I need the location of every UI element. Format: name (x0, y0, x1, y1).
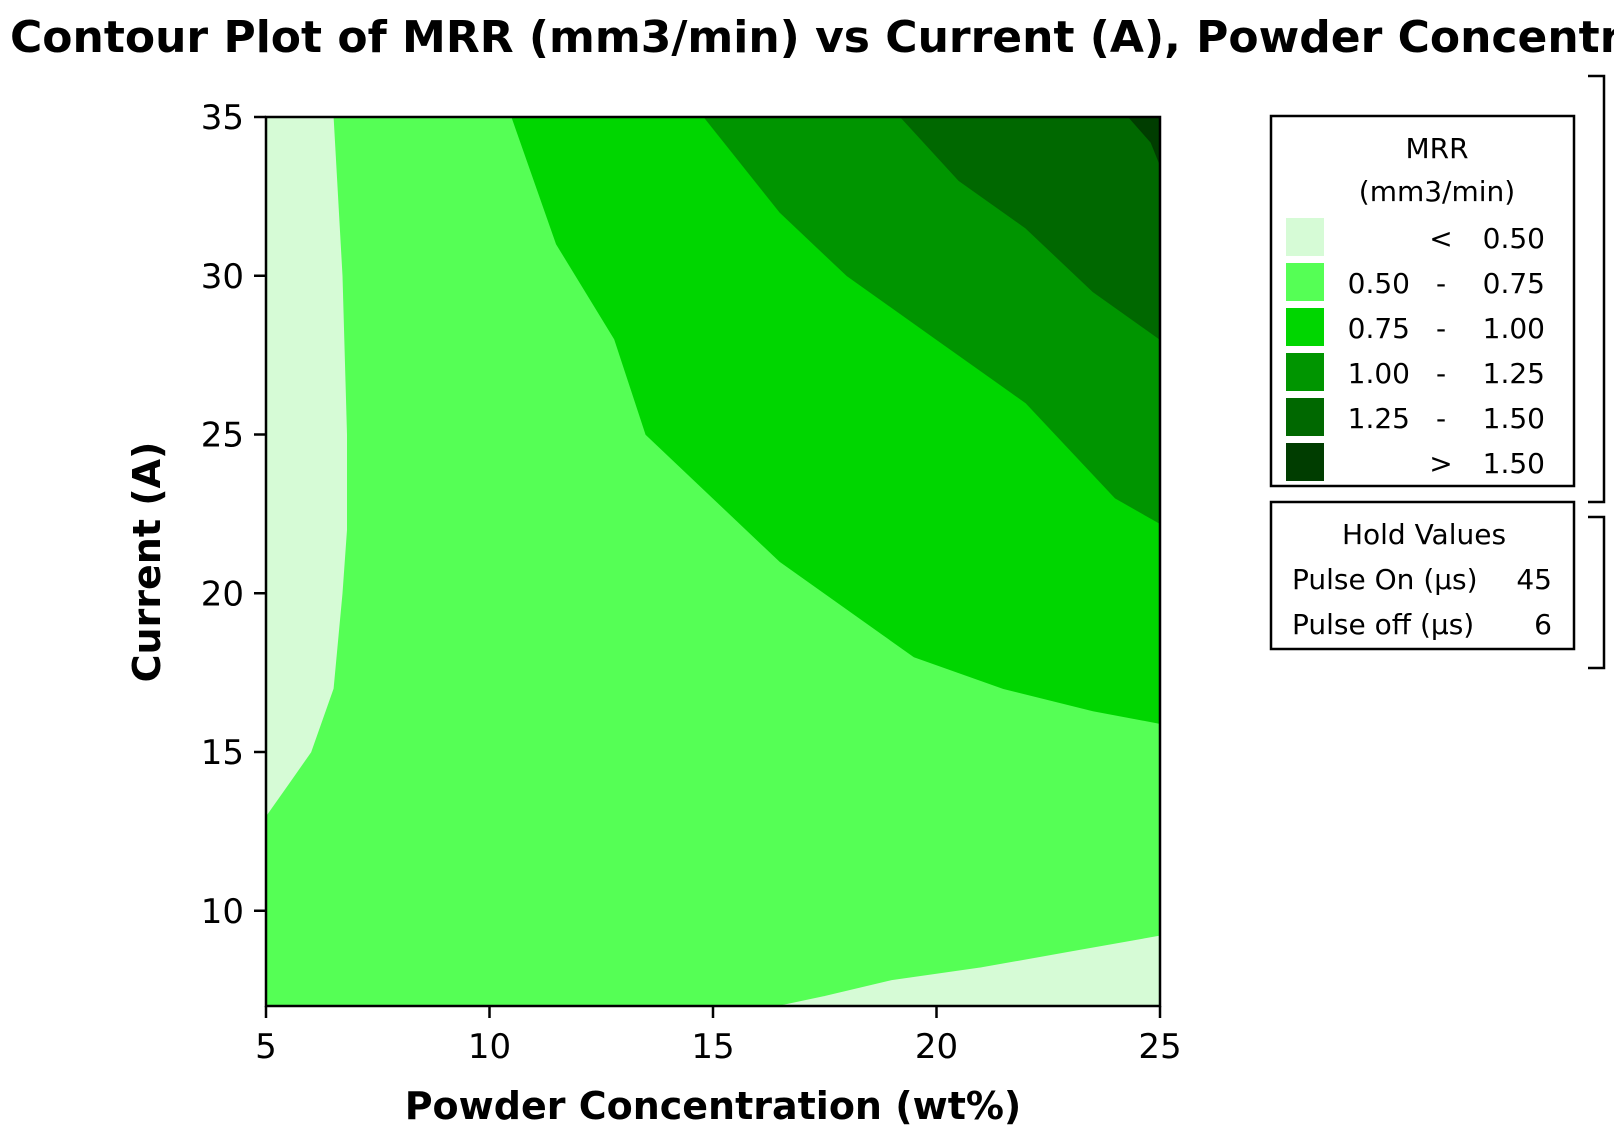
legend-swatch (1286, 398, 1324, 436)
hold-values-bracket (1588, 515, 1606, 670)
x-tick-label: 25 (1138, 1027, 1181, 1067)
hold-values-title: Hold Values (1342, 518, 1506, 551)
legend: MRR (mm3/min) <0.500.50-0.750.75-1.001.0… (1269, 74, 1606, 504)
legend-items: <0.500.50-0.750.75-1.001.00-1.251.25-1.5… (1286, 218, 1545, 481)
y-tick-label: 15 (201, 733, 244, 773)
legend-high: 1.25 (1483, 357, 1545, 390)
x-axis-label: Powder Concentration (wt%) (405, 1084, 1022, 1128)
y-tick-label: 20 (201, 574, 244, 614)
legend-high: 1.50 (1483, 402, 1545, 435)
plot-area (264, 115, 1162, 1008)
legend-separator: - (1436, 357, 1446, 390)
y-axis-ticks: 10 15 20 25 30 35 (201, 98, 266, 932)
y-tick-label: 10 (201, 892, 244, 932)
legend-high: 0.75 (1483, 267, 1545, 300)
legend-separator: - (1436, 312, 1446, 345)
legend-swatch (1286, 308, 1324, 346)
legend-swatch (1286, 218, 1324, 256)
hold-values-box (1269, 500, 1576, 651)
legend-bracket (1588, 74, 1606, 504)
x-tick-label: 20 (915, 1027, 958, 1067)
legend-swatch (1286, 263, 1324, 301)
legend-high: 1.50 (1483, 447, 1545, 480)
legend-unit: (mm3/min) (1359, 175, 1515, 208)
legend-low: 0.50 (1348, 267, 1410, 300)
x-tick-label: 15 (691, 1027, 734, 1067)
hold-values: Hold Values Pulse On (µs) 45 Pulse off (… (1269, 500, 1606, 670)
legend-separator: < (1429, 222, 1452, 255)
legend-high: 0.50 (1483, 222, 1545, 255)
x-tick-label: 5 (255, 1027, 277, 1067)
hold-row-2-label: Pulse off (µs) (1292, 608, 1474, 641)
x-tick-label: 10 (468, 1027, 511, 1067)
hold-row-1-value: 45 (1516, 563, 1552, 596)
hold-row-1-label: Pulse On (µs) (1292, 563, 1478, 596)
x-axis-ticks: 5 10 15 20 25 (255, 1006, 1182, 1067)
y-tick-label: 35 (201, 98, 244, 138)
y-tick-label: 30 (201, 257, 244, 297)
chart-title: Contour Plot of MRR (mm3/min) vs Current… (10, 12, 1614, 63)
legend-separator: > (1429, 447, 1452, 480)
legend-separator: - (1436, 402, 1446, 435)
legend-low: 1.00 (1348, 357, 1410, 390)
legend-swatch (1286, 443, 1324, 481)
y-axis-label: Current (A) (125, 442, 169, 683)
legend-title: MRR (1405, 132, 1468, 165)
legend-separator: - (1436, 267, 1446, 300)
contour-region-1 (265, 116, 347, 818)
legend-low: 1.25 (1348, 402, 1410, 435)
hold-row-2-value: 6 (1534, 608, 1552, 641)
legend-high: 1.00 (1483, 312, 1545, 345)
legend-swatch (1286, 353, 1324, 391)
y-tick-label: 25 (201, 416, 244, 456)
legend-low: 0.75 (1348, 312, 1410, 345)
